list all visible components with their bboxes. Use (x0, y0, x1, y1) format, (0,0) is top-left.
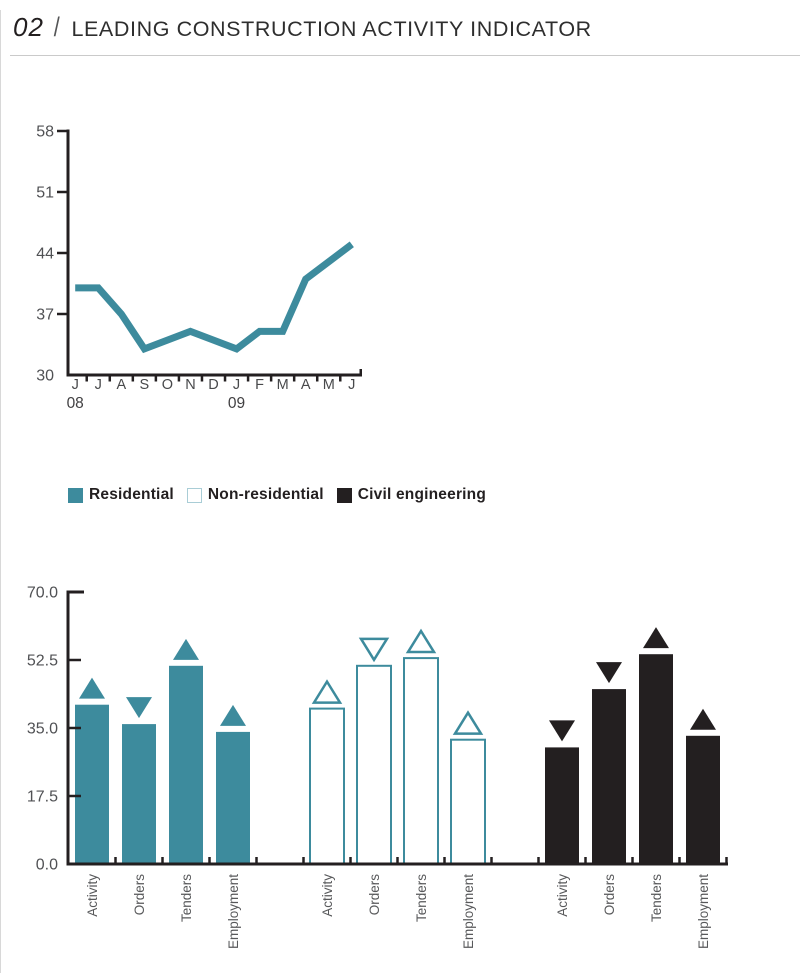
trend-up-marker (220, 704, 246, 726)
legend-label-civil-engineering: Civil engineering (357, 486, 487, 503)
trend-up-marker (173, 638, 199, 660)
page-header: 02 / LEADING CONSTRUCTION ACTIVITY INDIC… (13, 12, 592, 43)
bar-chart-y-tick-label: 0.0 (36, 857, 58, 874)
bar-chart-y-tick-label: 70.0 (27, 585, 58, 602)
trend-down-marker (358, 637, 390, 663)
bar-orders (122, 724, 156, 864)
line-chart-month-label: J (72, 377, 79, 393)
trend-up-marker (643, 627, 669, 649)
bar-series-non-residential: Activity Orders Tenders Employment (309, 628, 486, 949)
bar-orders (592, 689, 626, 864)
bar-activity (545, 747, 579, 864)
trend-up-marker (405, 628, 437, 654)
legend-item-civil-engineering: Civil engineering (336, 486, 487, 504)
bar-category-label: Employment (226, 874, 241, 949)
bar-series-residential: Activity Orders Tenders Employment (75, 638, 250, 949)
bar-category-label: Activity (85, 874, 100, 917)
trend-down-marker (596, 662, 622, 684)
line-chart-month-label: J (233, 377, 240, 393)
page-number: 02 (13, 12, 44, 42)
bar-employment (216, 731, 250, 864)
line-chart-y-tick-label: 30 (36, 368, 54, 385)
bar-activity (309, 707, 345, 865)
bar-tenders (403, 657, 439, 865)
bar-employment (450, 738, 486, 865)
bar-category-label: Orders (132, 874, 147, 916)
line-chart-y-tick-label: 51 (36, 185, 54, 202)
line-chart-y-tick-label: 44 (36, 246, 54, 263)
line-chart-month-label: S (140, 377, 150, 393)
bar-category-label: Tenders (414, 874, 429, 922)
bar-employment (686, 735, 720, 864)
bar-chart-y-tick-label: 17.5 (27, 789, 58, 806)
bar-category-label: Employment (696, 874, 711, 949)
bar-chart-y-tick-label: 52.5 (27, 653, 58, 670)
bar-tenders (169, 665, 203, 864)
trend-up-marker (79, 677, 105, 699)
line-chart-month-label: D (208, 377, 218, 393)
legend-label-non-residential: Non-residential (207, 486, 324, 503)
bar-series-civil-engineering: Activity Orders Tenders Employment (545, 627, 720, 949)
line-chart-month-label: O (162, 377, 173, 393)
bar-chart-legend: Residential Non-residential Civil engine… (68, 486, 499, 504)
line-chart-month-label: A (301, 377, 311, 393)
slash-separator: / (53, 12, 60, 42)
line-chart-month-label: M (277, 377, 289, 393)
line-chart-y-tick-label: 58 (36, 124, 54, 141)
line-chart-year-label: 08 (67, 395, 84, 412)
page-left-edge (0, 10, 1, 973)
bar-orders (356, 664, 392, 865)
line-chart-month-label: M (323, 377, 335, 393)
bar-category-label: Tenders (179, 874, 194, 922)
header-rule (10, 55, 800, 56)
bar-category-label: Orders (602, 874, 617, 916)
bar-category-label: Activity (320, 874, 335, 917)
bar-category-label: Orders (367, 874, 382, 916)
line-chart-month-label: A (116, 377, 126, 393)
line-chart-month-label: N (185, 377, 195, 393)
trend-up-marker (690, 708, 716, 730)
trend-down-marker (549, 720, 575, 742)
line-chart-year-label: 09 (228, 395, 245, 412)
line-chart-month-label: J (95, 377, 102, 393)
bar-category-label: Activity (555, 874, 570, 917)
trend-down-marker (126, 697, 152, 719)
trend-up-marker (452, 710, 484, 735)
civil-engineering-swatch (336, 487, 352, 503)
bar-chart-y-tick-label: 35.0 (27, 721, 58, 738)
bar-category-label: Employment (461, 874, 476, 949)
indicator-line-series (75, 241, 354, 354)
legend-item-non-residential: Non-residential (186, 486, 324, 504)
legend-label-residential: Residential (89, 486, 174, 503)
line-chart-month-label: F (255, 377, 264, 393)
bar-chart: Activity Orders Tenders Employment Activity O… (27, 585, 728, 949)
non-residential-swatch (186, 487, 202, 503)
bar-category-label: Tenders (649, 874, 664, 922)
line-chart-month-label: J (348, 377, 355, 393)
page-title: LEADING CONSTRUCTION ACTIVITY INDICATOR (71, 17, 592, 41)
legend-item-residential: Residential (68, 486, 174, 504)
residential-swatch (68, 487, 83, 503)
bar-activity (75, 704, 109, 864)
bar-tenders (639, 654, 673, 864)
line-chart-y-tick-label: 37 (36, 307, 54, 324)
trend-up-marker (311, 679, 343, 704)
